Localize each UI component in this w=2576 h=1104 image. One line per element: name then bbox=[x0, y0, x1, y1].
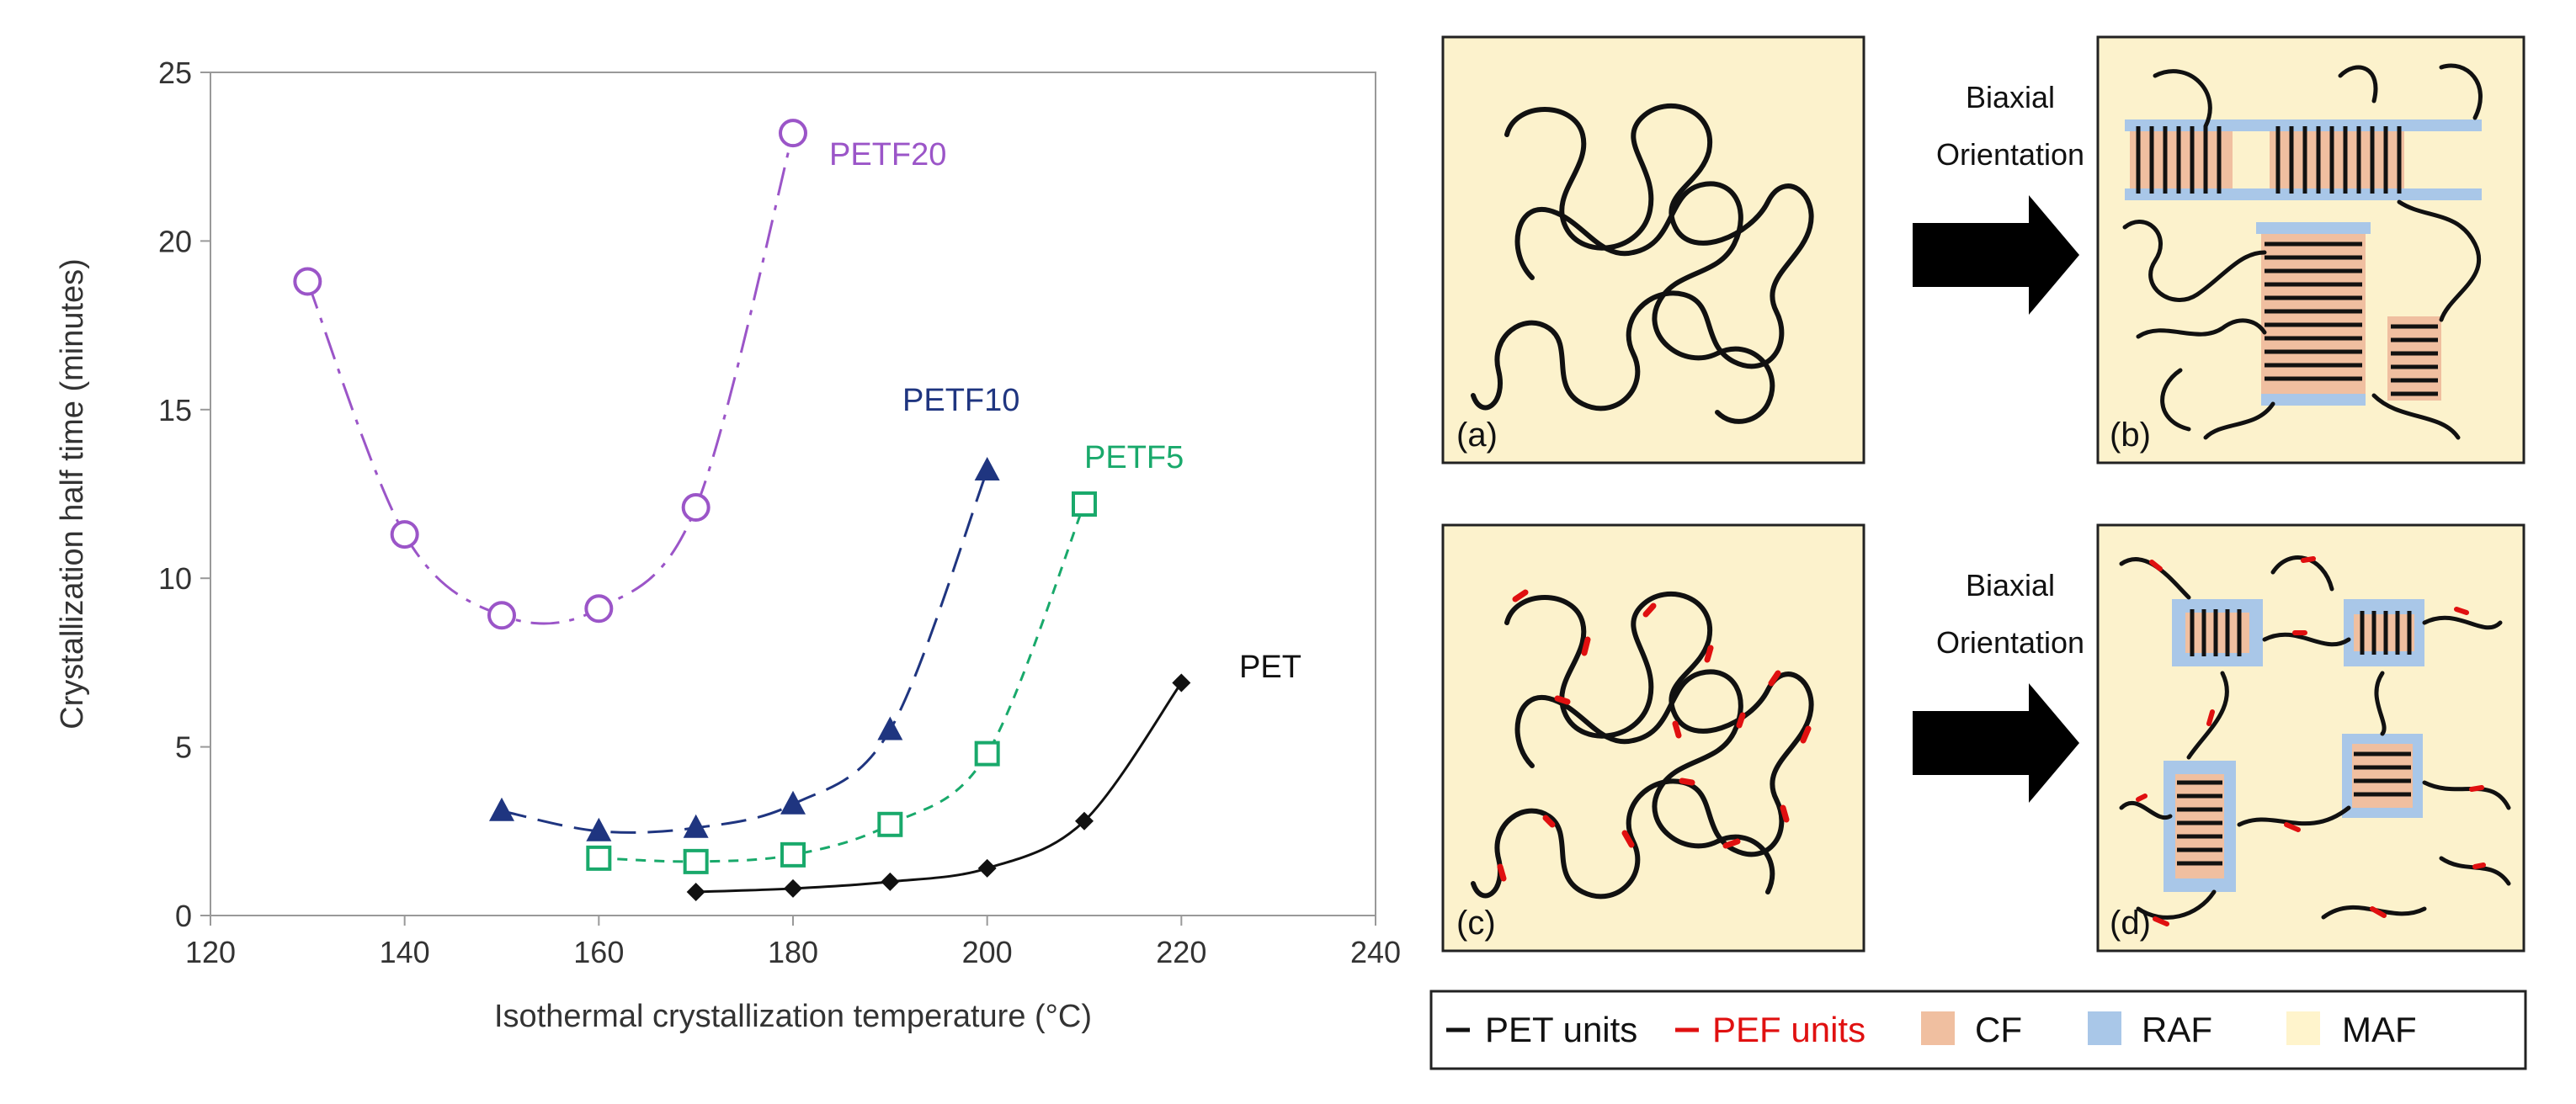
data-point-petf10 bbox=[877, 716, 903, 740]
x-tick-label: 220 bbox=[1156, 935, 1206, 969]
folded-lamella bbox=[2177, 751, 2411, 866]
x-tick-label: 140 bbox=[380, 935, 430, 969]
folded-lamella bbox=[2391, 324, 2438, 396]
data-point-petf5 bbox=[1072, 491, 1097, 518]
data-point-petf5 bbox=[683, 848, 709, 874]
legend-pet-label: PET units bbox=[1485, 1010, 1637, 1049]
arrow-top-shape bbox=[1913, 195, 2079, 315]
arrow-top-line1: Biaxial bbox=[1966, 80, 2055, 114]
panel-c: (c) bbox=[1441, 523, 1865, 953]
x-tick-label: 240 bbox=[1350, 935, 1401, 969]
chain-schematic: (a) Biaxial Orientation (b) bbox=[1429, 35, 2527, 1070]
arrow-bottom-line2: Orientation bbox=[1936, 625, 2084, 660]
raf-region bbox=[2261, 394, 2366, 406]
legend-maf-swatch bbox=[2286, 1011, 2320, 1045]
folded-lamella bbox=[2275, 126, 2402, 194]
data-point-petf5 bbox=[586, 845, 612, 871]
series-line-petf10 bbox=[501, 470, 989, 834]
pef-unit-segments bbox=[1497, 589, 1812, 882]
data-point-petf5 bbox=[974, 740, 1000, 767]
data-point-petf20 bbox=[779, 119, 807, 148]
series-label-pet: PET bbox=[1239, 650, 1301, 685]
data-point-petf20 bbox=[390, 520, 419, 549]
x-tick-label: 120 bbox=[185, 935, 236, 969]
cf-region bbox=[2387, 316, 2441, 401]
data-point-petf5 bbox=[877, 811, 903, 837]
panel-label-b: (b) bbox=[2110, 417, 2151, 454]
data-point-petf10 bbox=[489, 797, 514, 821]
legend-frame bbox=[1429, 990, 2527, 1070]
legend-maf-label: MAF bbox=[2342, 1010, 2417, 1049]
legend-cf-label: CF bbox=[1975, 1010, 2022, 1049]
x-tick-label: 160 bbox=[573, 935, 624, 969]
pef-unit-segments bbox=[2136, 556, 2486, 926]
folded-lamella bbox=[2136, 126, 2222, 194]
raf-region bbox=[2125, 188, 2482, 200]
x-tick-label: 180 bbox=[768, 935, 818, 969]
series-line-petf20 bbox=[306, 132, 795, 625]
y-tick-label: 0 bbox=[175, 899, 192, 933]
x-axis-title: Isothermal crystallization temperature (… bbox=[494, 999, 1092, 1034]
legend: PET units PEF units CF RAF MAF bbox=[1429, 990, 2527, 1070]
folded-lamella bbox=[2190, 609, 2412, 656]
data-point-petf10 bbox=[974, 456, 1000, 480]
series-label-petf20: PETF20 bbox=[829, 137, 946, 172]
series-line-petf5 bbox=[599, 503, 1086, 863]
data-point-petf20 bbox=[681, 493, 711, 523]
panel-label-c: (c) bbox=[1456, 905, 1496, 942]
amorphous-chain-2 bbox=[1514, 181, 1775, 424]
legend-raf-label: RAF bbox=[2142, 1010, 2212, 1049]
amorphous-chain bbox=[1471, 591, 1814, 900]
arrow-bottom-line1: Biaxial bbox=[1966, 568, 2055, 602]
arrow-bottom-shape bbox=[1913, 683, 2079, 803]
y-axis-title: Crystallization half time (minutes) bbox=[55, 258, 90, 730]
data-point-petf10 bbox=[780, 790, 806, 815]
half-time-chart: 0 5 10 15 20 25 120 140 160 180 200 220 240 Isother… bbox=[55, 56, 1401, 1034]
legend-cf-swatch bbox=[1921, 1011, 1955, 1045]
data-point-petf20 bbox=[293, 267, 322, 296]
data-point-petf20 bbox=[584, 594, 614, 624]
y-tick-label: 10 bbox=[158, 561, 192, 596]
data-point-pet bbox=[686, 882, 705, 901]
cf-region bbox=[2175, 774, 2224, 878]
x-tick-label: 200 bbox=[962, 935, 1013, 969]
data-point-pet bbox=[977, 858, 997, 878]
data-point-petf5 bbox=[780, 841, 806, 868]
legend-raf-swatch bbox=[2088, 1011, 2121, 1045]
panel-d-box bbox=[2096, 523, 2525, 953]
series-label-petf10: PETF10 bbox=[902, 383, 1019, 418]
panel-b: (b) bbox=[2096, 35, 2525, 464]
series-line-pet bbox=[695, 682, 1183, 894]
arrow-top: Biaxial Orientation bbox=[1913, 80, 2084, 315]
data-point-petf10 bbox=[683, 814, 709, 838]
panel-a: (a) bbox=[1441, 35, 1865, 464]
data-point-pet bbox=[881, 872, 900, 891]
amorphous-chain bbox=[2122, 63, 2483, 440]
panel-d: (d) bbox=[2096, 523, 2525, 953]
data-point-petf10 bbox=[586, 817, 612, 841]
x-axis-ticks: 120 140 160 180 200 220 240 bbox=[185, 916, 1401, 969]
y-tick-label: 25 bbox=[158, 56, 192, 90]
series-layer bbox=[293, 119, 1191, 901]
series-label-petf5: PETF5 bbox=[1084, 440, 1184, 475]
data-point-pet bbox=[784, 878, 802, 898]
panel-label-d: (d) bbox=[2110, 905, 2151, 942]
y-tick-label: 20 bbox=[158, 224, 192, 258]
raf-region bbox=[2125, 119, 2482, 131]
legend-pef-label: PEF units bbox=[1712, 1010, 1865, 1049]
panel-label-a: (a) bbox=[1456, 417, 1498, 454]
y-tick-label: 5 bbox=[175, 730, 192, 765]
data-point-pet bbox=[1075, 811, 1094, 831]
folded-lamella bbox=[2265, 242, 2362, 381]
cf-region bbox=[2130, 131, 2233, 188]
data-point-pet bbox=[1172, 673, 1191, 693]
amorphous-chain bbox=[1471, 103, 1814, 411]
y-axis-ticks: 0 5 10 15 20 25 bbox=[158, 56, 210, 933]
raf-region bbox=[2256, 222, 2371, 234]
data-point-petf20 bbox=[487, 601, 516, 630]
y-tick-label: 15 bbox=[158, 393, 192, 427]
arrow-bottom: Biaxial Orientation bbox=[1913, 568, 2084, 803]
arrow-top-line2: Orientation bbox=[1936, 137, 2084, 172]
